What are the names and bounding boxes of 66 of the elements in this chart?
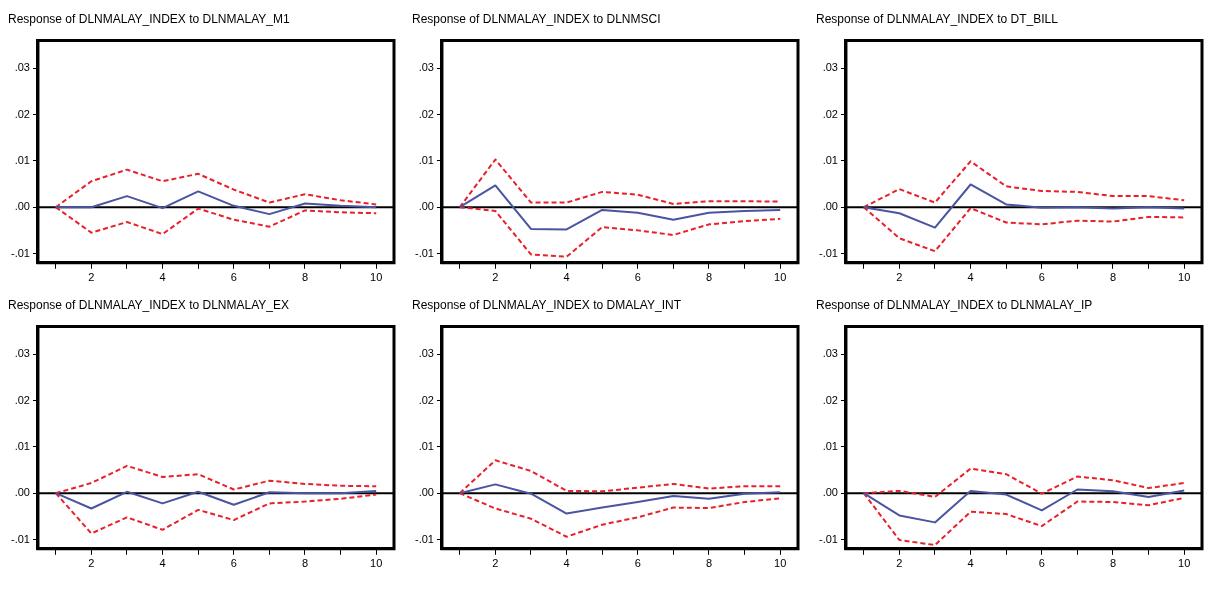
- y-tick-label: .02: [418, 107, 434, 120]
- x-tick-label: 8: [705, 271, 713, 284]
- y-tick-label: .00: [418, 486, 434, 499]
- x-tick-label: 4: [563, 557, 570, 570]
- x-tick-label: 4: [159, 557, 166, 570]
- x-tick-label: 4: [563, 271, 570, 284]
- y-tick-label: -.01: [414, 246, 434, 259]
- x-tick-label: 8: [1109, 557, 1117, 570]
- x-tick-label: 8: [301, 557, 309, 570]
- y-tick-label: -.01: [818, 246, 838, 259]
- x-tick-label: 8: [705, 557, 713, 570]
- x-tick-label: 10: [774, 271, 787, 284]
- x-tick-label: 10: [370, 271, 383, 284]
- x-tick-label: 2: [88, 557, 95, 570]
- x-tick-label: 10: [1178, 271, 1191, 284]
- y-tick-label: .00: [822, 486, 838, 499]
- y-tick-label: .03: [14, 347, 30, 360]
- y-tick-label: .02: [14, 107, 30, 120]
- x-tick-label: 2: [492, 271, 499, 284]
- y-tick-label: .01: [822, 153, 838, 166]
- chart-title: Response of DLNMALAY_INDEX to DLNMALAY_IP: [816, 297, 1093, 312]
- x-tick-label: 6: [230, 557, 237, 570]
- y-tick-label: .02: [822, 107, 838, 120]
- y-tick-label: .01: [418, 439, 434, 452]
- x-tick-label: 2: [492, 557, 499, 570]
- x-tick-label: 8: [301, 271, 309, 284]
- chart-title: Response of DLNMALAY_INDEX to DLNMALAY_M1: [8, 11, 290, 26]
- x-tick-label: 2: [896, 557, 903, 570]
- y-tick-label: .01: [14, 439, 30, 452]
- y-tick-label: .03: [822, 347, 838, 360]
- y-tick-label: .01: [14, 153, 30, 166]
- chart-title: Response of DLNMALAY_INDEX to DLNMSCI: [412, 11, 661, 26]
- y-tick-label: .00: [14, 486, 30, 499]
- x-tick-label: 6: [230, 271, 237, 284]
- x-tick-label: 10: [1178, 557, 1191, 570]
- x-tick-label: 6: [634, 271, 641, 284]
- y-tick-label: .00: [14, 200, 30, 213]
- x-tick-label: 4: [967, 271, 974, 284]
- x-tick-label: 6: [634, 557, 641, 570]
- x-tick-label: 8: [1109, 271, 1117, 284]
- x-tick-label: 4: [159, 271, 166, 284]
- chart-title: Response of DLNMALAY_INDEX to DLNMALAY_EX: [8, 297, 290, 312]
- x-tick-label: 10: [370, 557, 383, 570]
- y-tick-label: .00: [822, 200, 838, 213]
- y-tick-label: .02: [14, 393, 30, 406]
- x-tick-label: 2: [896, 271, 903, 284]
- y-tick-label: -.01: [818, 532, 838, 545]
- y-tick-label: .02: [822, 393, 838, 406]
- x-tick-label: 2: [88, 271, 95, 284]
- y-tick-label: .03: [418, 61, 434, 74]
- x-tick-label: 10: [774, 557, 787, 570]
- y-tick-label: .01: [418, 153, 434, 166]
- x-tick-label: 6: [1038, 557, 1045, 570]
- y-tick-label: .03: [14, 61, 30, 74]
- y-tick-label: -.01: [10, 246, 30, 259]
- y-tick-label: -.01: [10, 532, 30, 545]
- y-tick-label: .00: [418, 200, 434, 213]
- x-tick-label: 6: [1038, 271, 1045, 284]
- y-tick-label: .01: [822, 439, 838, 452]
- y-tick-label: .03: [418, 347, 434, 360]
- y-tick-label: .02: [418, 393, 434, 406]
- x-tick-label: 4: [967, 557, 974, 570]
- y-tick-label: -.01: [414, 532, 434, 545]
- chart-title: Response of DLNMALAY_INDEX to DMALAY_INT: [412, 297, 682, 312]
- chart-title: Response of DLNMALAY_INDEX to DT_BILL: [816, 11, 1059, 26]
- y-tick-label: .03: [822, 61, 838, 74]
